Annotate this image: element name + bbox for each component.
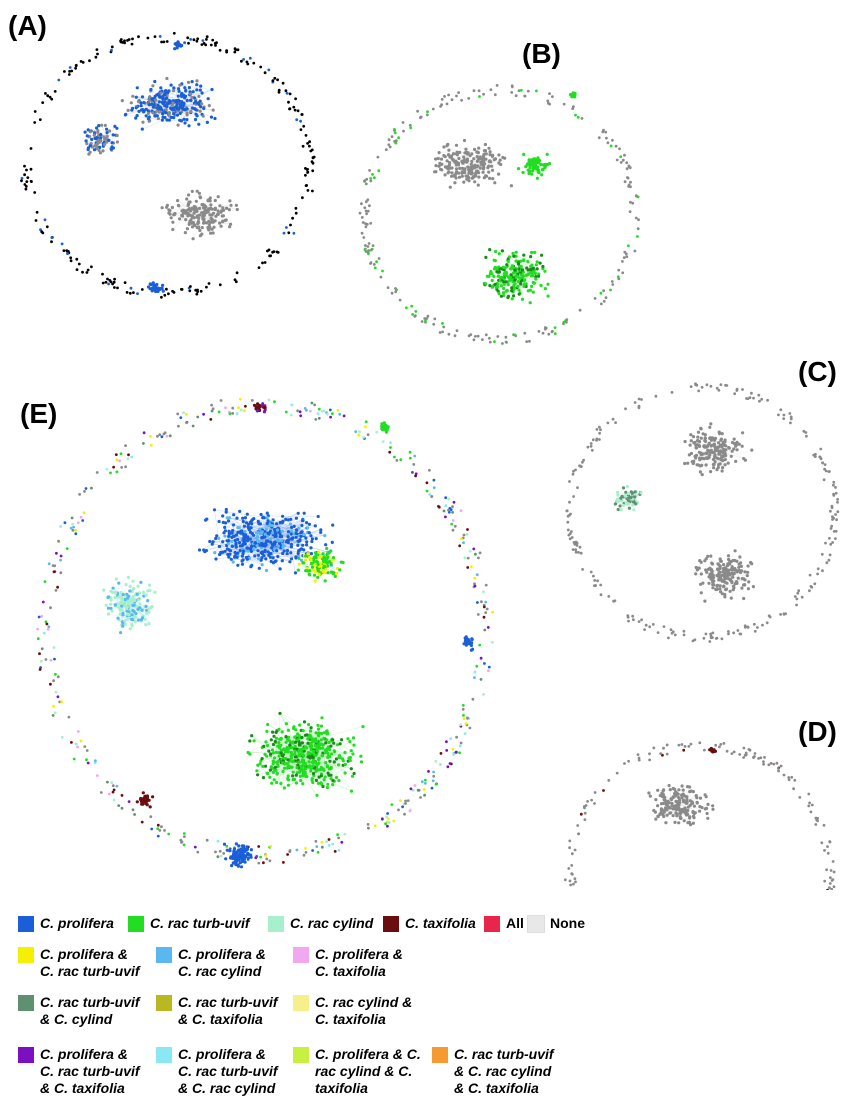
legend-swatch-cylind	[268, 916, 284, 932]
panel-label-d: (D)	[798, 716, 837, 748]
legend-item-pro-turb: C. prolifera & C. rac turb-uvif	[18, 946, 140, 980]
panel-label-c: (C)	[798, 356, 837, 388]
panel-label-a: (A)	[8, 10, 47, 42]
legend-item-pro-cyl: C. prolifera & C. rac cylind	[156, 946, 266, 980]
legend-item-turb-tax: C. rac turb-uvif & C. taxifolia	[156, 994, 278, 1028]
legend-swatch-all	[484, 916, 500, 932]
legend-label-pro-cyl: C. prolifera & C. rac cylind	[178, 946, 266, 980]
legend-label-cylind: C. rac cylind	[290, 915, 373, 932]
network-figure	[0, 0, 841, 890]
legend-label-pro-cyl-tax: C. prolifera & C. rac cylind & C. taxifo…	[315, 1046, 421, 1097]
legend-label-cyl-tax: C. rac cylind & C. taxifolia	[315, 994, 412, 1028]
legend-label-turb-tax: C. rac turb-uvif & C. taxifolia	[178, 994, 278, 1028]
legend-swatch-taxifolia	[383, 916, 399, 932]
legend-label-none: None	[550, 915, 585, 932]
panel-e-network	[36, 398, 494, 869]
legend-label-pro-turb-tax: C. prolifera & C. rac turb-uvif & C. tax…	[40, 1046, 140, 1097]
legend-item-taxifolia: C. taxifolia	[383, 915, 476, 932]
panel-b-network	[359, 84, 640, 345]
legend-swatch-turb-cyl-tax	[432, 1047, 448, 1063]
legend-swatch-cyl-tax	[293, 995, 309, 1011]
legend-swatch-turb-uvif	[128, 916, 144, 932]
panel-label-e: (E)	[20, 398, 57, 430]
legend-item-all: All	[484, 915, 524, 932]
legend-label-pro-turb: C. prolifera & C. rac turb-uvif	[40, 946, 140, 980]
legend-label-taxifolia: C. taxifolia	[405, 915, 476, 932]
legend-swatch-turb-cyl	[18, 995, 34, 1011]
legend-item-pro-turb-cyl: C. prolifera & C. rac turb-uvif & C. rac…	[156, 1046, 278, 1097]
legend-swatch-pro-turb-cyl	[156, 1047, 172, 1063]
legend-swatch-pro-cyl	[156, 947, 172, 963]
legend-label-turb-cyl: C. rac turb-uvif & C. cylind	[40, 994, 140, 1028]
panel-a-network	[20, 32, 316, 299]
legend-label-all: All	[506, 915, 524, 932]
legend-item-cyl-tax: C. rac cylind & C. taxifolia	[293, 994, 412, 1028]
legend-item-pro-cyl-tax: C. prolifera & C. rac cylind & C. taxifo…	[293, 1046, 421, 1097]
panel-c-network	[565, 382, 839, 642]
legend-label-pro-turb-cyl: C. prolifera & C. rac turb-uvif & C. rac…	[178, 1046, 278, 1097]
legend-label-pro-tax: C. prolifera & C. taxifolia	[315, 946, 403, 980]
legend-item-pro-tax: C. prolifera & C. taxifolia	[293, 946, 403, 980]
legend-label-turb-uvif: C. rac turb-uvif	[150, 915, 250, 932]
legend-item-none: None	[528, 915, 585, 932]
legend-swatch-prolifera	[18, 916, 34, 932]
legend-item-cylind: C. rac cylind	[268, 915, 373, 932]
legend-item-turb-cyl-tax: C. rac turb-uvif & C. rac cylind & C. ta…	[432, 1046, 554, 1097]
legend-swatch-pro-turb	[18, 947, 34, 963]
legend-label-prolifera: C. prolifera	[40, 915, 114, 932]
panel-label-b: (B)	[522, 38, 561, 70]
legend-swatch-pro-cyl-tax	[293, 1047, 309, 1063]
legend-swatch-pro-tax	[293, 947, 309, 963]
legend-swatch-pro-turb-tax	[18, 1047, 34, 1063]
legend-label-turb-cyl-tax: C. rac turb-uvif & C. rac cylind & C. ta…	[454, 1046, 554, 1097]
legend-swatch-none	[528, 916, 544, 932]
panel-d-network	[564, 741, 836, 890]
legend-item-pro-turb-tax: C. prolifera & C. rac turb-uvif & C. tax…	[18, 1046, 140, 1097]
legend-item-turb-cyl: C. rac turb-uvif & C. cylind	[18, 994, 140, 1028]
legend-item-turb-uvif: C. rac turb-uvif	[128, 915, 250, 932]
legend-swatch-turb-tax	[156, 995, 172, 1011]
legend-item-prolifera: C. prolifera	[18, 915, 114, 932]
